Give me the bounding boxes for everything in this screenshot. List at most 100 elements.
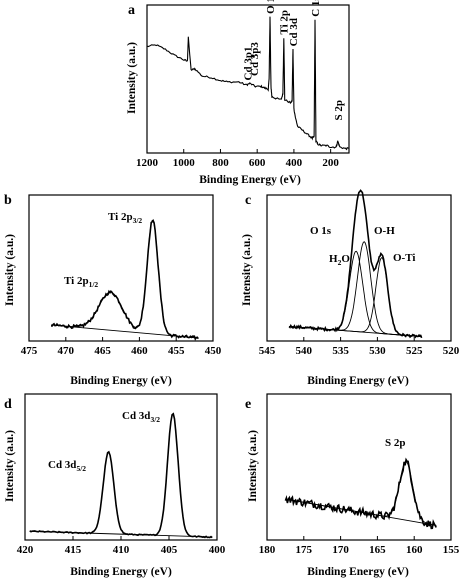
peak-label-ti2p32: Ti 2p3/2 (108, 211, 142, 225)
baseline-line (29, 530, 213, 538)
x-tick-label: 450 (205, 345, 222, 357)
x-axis-title-c: Binding Energy (eV) (307, 375, 409, 387)
spectrum-c (288, 189, 423, 339)
x-tick-label: 545 (259, 345, 276, 357)
x-tick-label: 175 (296, 544, 313, 556)
measured-curve (29, 412, 213, 539)
measured-curve (284, 457, 437, 530)
x-tick-label: 455 (168, 345, 185, 357)
peak-label: O 1s (265, 0, 277, 14)
x-tick-label: 1000 (173, 157, 196, 169)
peak-label-cd3d32: Cd 3d3/2 (122, 410, 160, 424)
y-axis-title-a: Intensity (a.u.) (126, 42, 138, 114)
y-axis-title-e: Intensity (a.u.) (247, 430, 259, 502)
peak-label-o1s: O 1s (310, 225, 332, 237)
x-tick-label: 415 (65, 544, 82, 556)
panel-letter-b: b (4, 193, 12, 208)
x-ticks-c: 545 540 535 530 525 520 (259, 337, 460, 357)
peak-label: C 1s (310, 0, 322, 17)
spectrum-b (50, 218, 199, 341)
x-tick-label: 470 (58, 345, 75, 357)
x-tick-label: 200 (322, 157, 339, 169)
peak-label-cd3d32-sub: 3/2 (150, 415, 160, 424)
chart-panel-a: a 1200 1000 800 600 400 200 Binding Energy (e… (126, 0, 350, 186)
x-tick-label: 520 (443, 345, 460, 357)
peak-label-ti2p12-text: Ti 2p (64, 275, 89, 287)
peak-label-ti2p12: Ti 2p1/2 (64, 275, 98, 289)
peak-label-ti2p32-text: Ti 2p (108, 211, 133, 223)
peak-label-h2o-h: H (329, 253, 338, 265)
x-tick-label: 160 (406, 544, 423, 556)
peak-label-cd3d52-sub: 5/2 (76, 464, 86, 473)
spectrum-d (29, 412, 213, 539)
panel-letter-a: a (128, 3, 135, 18)
chart-panel-e: e 180 175 170 165 160 155 Binding Energy (eV)… (245, 393, 460, 578)
x-axis-title-b: Binding Energy (eV) (70, 375, 172, 387)
baseline-line (289, 325, 422, 338)
peak-label: Cd 3p3 (249, 42, 261, 76)
y-axis-title-b: Intensity (a.u.) (4, 234, 16, 306)
panel-letter-e: e (245, 397, 251, 412)
peak-label-s2p: S 2p (385, 437, 406, 449)
x-tick-label: 460 (131, 345, 148, 357)
chart-panel-d: d 420 415 410 405 400 Binding Energy (eV) In… (4, 393, 226, 578)
panel-letter-d: d (4, 397, 12, 412)
x-tick-label: 405 (161, 544, 178, 556)
chart-panel-b: b 475 470 465 460 455 450 Binding Energy (eV)… (4, 193, 222, 387)
peak-label-h2o-o: O (341, 253, 350, 265)
x-tick-label: 420 (17, 544, 34, 556)
x-tick-label: 535 (332, 345, 349, 357)
x-tick-label: 400 (209, 544, 226, 556)
baseline-line (51, 324, 199, 339)
spectrum-e (284, 457, 437, 530)
x-axis-title-a: Binding Energy (eV) (199, 174, 301, 186)
x-tick-label: 800 (212, 157, 229, 169)
peak-label-oh: O-H (374, 225, 395, 237)
peak-label-oti: O-Ti (393, 252, 415, 264)
peak-label: Cd 3d (288, 18, 300, 46)
peak-label: S 2p (333, 100, 345, 121)
x-axis-title-d: Binding Energy (eV) (70, 566, 172, 578)
x-tick-label: 540 (296, 345, 313, 357)
x-tick-label: 170 (332, 544, 349, 556)
survey-spectrum-line (146, 16, 350, 151)
x-tick-label: 525 (406, 345, 423, 357)
x-ticks-a: 1200 1000 800 600 400 200 (136, 149, 339, 169)
x-tick-label: 530 (369, 345, 386, 357)
chart-panel-c: c 545 540 535 530 525 520 Binding Energy (eV)… (241, 189, 460, 387)
peak-label-cd3d32-text: Cd 3d (122, 410, 150, 422)
x-ticks-d: 420 415 410 405 400 (17, 536, 226, 556)
peak-label-h2o: H2O (329, 253, 350, 267)
peak-label-h2o-sub: 2 (338, 258, 342, 267)
peak-label: Cd 3p1 (243, 47, 255, 81)
x-tick-label: 465 (94, 345, 111, 357)
x-tick-label: 1200 (136, 157, 159, 169)
x-tick-label: 155 (443, 544, 460, 556)
peak-label-ti2p12-sub: 1/2 (89, 280, 99, 289)
plot-frame-b (28, 194, 214, 342)
x-tick-label: 400 (286, 157, 303, 169)
peak-label-cd3d52-text: Cd 3d (48, 459, 76, 471)
spectrum-a (146, 16, 350, 151)
y-axis-title-c: Intensity (a.u.) (241, 234, 253, 306)
x-axis-title-e: Binding Energy (eV) (307, 566, 409, 578)
peak-label-ti2p32-sub: 3/2 (133, 216, 143, 225)
fit-curve (29, 412, 213, 538)
peak-label-cd3d52: Cd 3d5/2 (48, 459, 86, 473)
x-tick-label: 180 (259, 544, 276, 556)
y-axis-title-d: Intensity (a.u.) (4, 430, 16, 502)
x-tick-label: 410 (113, 544, 130, 556)
plot-frame-e (266, 393, 452, 541)
x-tick-label: 475 (21, 345, 38, 357)
x-tick-label: 165 (369, 544, 386, 556)
baseline-line (285, 498, 437, 526)
x-ticks-b: 475 470 465 460 455 450 (21, 337, 222, 357)
x-tick-label: 600 (249, 157, 266, 169)
measured-curve (288, 189, 423, 339)
plot-frame-a (146, 4, 350, 154)
peak-label: Ti 2p (278, 10, 290, 35)
x-ticks-e: 180 175 170 165 160 155 (259, 536, 460, 556)
panel-letter-c: c (245, 193, 251, 208)
